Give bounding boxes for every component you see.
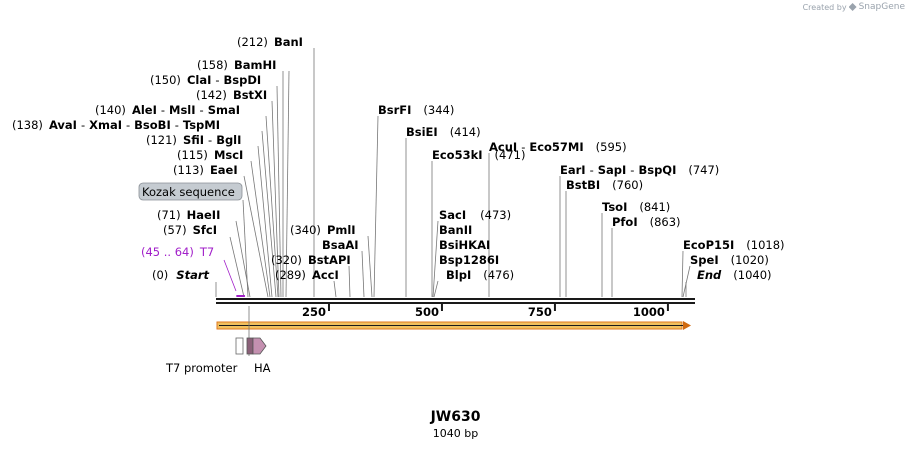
- enzyme-label-sfci: (57) SfcI: [163, 223, 217, 237]
- enzyme-label-tsoi: TsoI (841): [602, 200, 670, 214]
- dna-backbone: [216, 298, 695, 304]
- t7-leader: [223, 259, 237, 292]
- enzyme-label-eaei: (113) EaeI: [173, 163, 238, 177]
- bsrfi-leader: [373, 115, 379, 298]
- alei-leader: [265, 115, 279, 298]
- axis-tick-label: 500: [415, 305, 439, 319]
- msci-leader: [250, 160, 271, 298]
- enzyme-label-eco53ki: Eco53kI (471): [432, 148, 525, 162]
- axis-tick-label: 250: [302, 305, 326, 319]
- enzyme-label-eari: EarI - SapI - BspQI (747): [560, 163, 719, 177]
- created-by-credit: Created by SnapGene: [803, 2, 905, 12]
- enzyme-leader-lines: [215, 48, 691, 298]
- enzyme-labels: (212) BanI (158) BamHI (150) ClaI - BspDI (14…: [12, 35, 785, 282]
- enzyme-label-ecop15i: EcoP15I (1018): [683, 238, 785, 252]
- enzyme-label-bsaai: BsaAI: [322, 238, 359, 252]
- avai-leader: [261, 130, 277, 298]
- sfci-leader: [229, 236, 245, 298]
- enzyme-label-bsrfi: BsrFI (344): [378, 103, 454, 117]
- spei-leader: [682, 265, 691, 298]
- bstapi-leader: [348, 265, 351, 298]
- axis-tick-label: 750: [528, 305, 552, 319]
- t7-feature-label: (45 .. 64) T7: [141, 245, 214, 259]
- enzyme-label-acui: AcuI - Eco57MI (595): [489, 140, 627, 154]
- feature-label-t7-promoter: T7 promoter: [165, 361, 238, 375]
- ecop15i-leader: [681, 250, 684, 298]
- sequence-title: JW630: [430, 409, 481, 425]
- feature-t7-promoter[interactable]: [235, 337, 244, 355]
- enzyme-label-bsp1286i: Bsp1286I: [439, 253, 499, 267]
- pmli-leader: [367, 235, 373, 298]
- feature-ha[interactable]: [246, 337, 267, 355]
- credit-prefix: Created by: [802, 2, 847, 12]
- axis-ticks: 250 500 750 1000: [302, 304, 669, 319]
- enzyme-label-clai: (150) ClaI - BspDI: [150, 73, 261, 87]
- kozak-sequence-text: Kozak sequence: [142, 185, 235, 199]
- blpi-leader: [433, 280, 439, 298]
- axis-tick-label: 1000: [633, 305, 665, 319]
- enzyme-label-bamhi: (158) BamHI: [197, 58, 276, 72]
- end-label: End (1040): [697, 268, 772, 282]
- enzyme-label-msci: (115) MscI: [177, 148, 243, 162]
- bsaai-leader: [361, 250, 365, 298]
- enzyme-label-sfii: (121) SfiI - BglI: [146, 133, 241, 147]
- enzyme-label-bstapi: (320) BstAPI: [271, 253, 351, 267]
- enzyme-label-saci: SacI (473): [439, 208, 511, 222]
- enzyme-label-acci: (289) AccI: [275, 268, 339, 282]
- enzyme-label-bsiei: BsiEI (414): [406, 125, 481, 139]
- enzyme-label-blpi: BlpI (476): [446, 268, 514, 282]
- enzyme-label-avai: (138) AvaI - XmaI - BsoBI - TspMI: [12, 118, 220, 132]
- snapgene-logo-icon: [848, 3, 857, 11]
- enzyme-label-haeii: (71) HaeII: [157, 208, 220, 222]
- enzyme-label-pfoi: PfoI (863): [612, 215, 681, 229]
- enzyme-label-alei: (140) AleI - MslI - SmaI: [95, 103, 240, 117]
- bamhi-leader-2: [285, 70, 290, 298]
- start-label: (0) Start: [152, 268, 210, 282]
- enzyme-label-spei: SpeI (1020): [690, 253, 769, 267]
- eaei-leader: [243, 175, 269, 298]
- enzyme-label-pmli: (340) PmlI: [290, 223, 356, 237]
- enzyme-label-bani: (212) BanI: [237, 35, 303, 49]
- sequence-length: 1040 bp: [432, 427, 479, 440]
- enzyme-label-bsihkai: BsiHKAI: [439, 238, 490, 252]
- enzyme-label-bstxi: (142) BstXI: [196, 88, 267, 102]
- kozak-leader: [242, 199, 249, 298]
- saci-leader: [432, 220, 439, 298]
- enzyme-label-banii: BanII: [439, 223, 472, 237]
- clai-leader: [276, 85, 282, 298]
- orf-arrow[interactable]: [216, 321, 691, 330]
- enzyme-label-bstbi: BstBI (760): [566, 178, 643, 192]
- sfii-leader: [257, 145, 273, 298]
- credit-brand: SnapGene: [858, 2, 905, 12]
- feature-label-ha: HA: [254, 361, 271, 375]
- haeii-leader: [235, 220, 251, 298]
- acci-leader: [333, 280, 337, 298]
- kozak-sequence-label[interactable]: Kozak sequence: [138, 182, 243, 201]
- bstxi-leader: [271, 100, 280, 298]
